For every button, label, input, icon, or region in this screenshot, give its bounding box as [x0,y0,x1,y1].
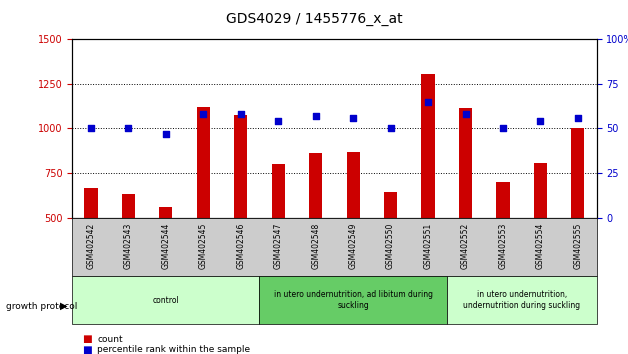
Text: GSM402548: GSM402548 [311,222,320,269]
Text: in utero undernutrition, ad libitum during
suckling: in utero undernutrition, ad libitum duri… [274,290,433,310]
Point [423,99,433,104]
Bar [259,276,447,324]
Bar [197,107,210,218]
Text: GSM402546: GSM402546 [236,222,246,269]
Bar [234,115,247,218]
Bar [447,276,597,324]
Bar [122,194,135,218]
Point [536,118,546,124]
Text: ▶: ▶ [60,301,68,311]
Text: in utero undernutrition,
undernutrition during suckling: in utero undernutrition, undernutrition … [463,290,580,310]
Bar [72,276,259,324]
Point [161,131,171,137]
Text: growth protocol: growth protocol [6,302,78,311]
Point [386,126,396,131]
Text: GSM402543: GSM402543 [124,222,133,269]
Text: GSM402551: GSM402551 [423,222,433,269]
Text: GSM402547: GSM402547 [274,222,283,269]
Text: GSM402554: GSM402554 [536,222,545,269]
Point [573,115,583,120]
Text: control: control [153,296,179,304]
Bar [384,192,397,218]
Text: GSM402553: GSM402553 [499,222,507,269]
Text: GDS4029 / 1455776_x_at: GDS4029 / 1455776_x_at [225,12,403,27]
Text: GSM402549: GSM402549 [349,222,357,269]
Text: ■: ■ [82,345,92,354]
Text: GSM402555: GSM402555 [573,222,582,269]
Bar [421,74,435,218]
Text: percentile rank within the sample: percentile rank within the sample [97,345,251,354]
Text: GSM402542: GSM402542 [87,222,95,269]
Point [273,118,283,124]
Bar [84,188,97,218]
Bar [459,108,472,218]
Bar [272,164,284,218]
Text: GSM402550: GSM402550 [386,222,395,269]
Text: GSM402544: GSM402544 [161,222,170,269]
Text: count: count [97,335,123,344]
Point [236,111,246,117]
Point [123,126,133,131]
Text: ■: ■ [82,334,92,344]
Text: GSM402545: GSM402545 [199,222,208,269]
Bar [347,153,360,218]
Point [460,111,470,117]
Bar [309,153,322,218]
Point [86,126,96,131]
Bar [571,129,585,218]
Text: GSM402552: GSM402552 [461,222,470,269]
Bar [534,163,547,218]
Bar [496,182,509,218]
Point [348,115,358,120]
Point [311,113,321,119]
Point [498,126,508,131]
Point [198,111,208,117]
Bar [160,207,173,218]
